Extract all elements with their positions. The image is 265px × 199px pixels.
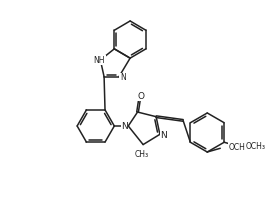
Text: OMe: OMe [229, 143, 246, 152]
Text: CH₃: CH₃ [134, 150, 148, 159]
Text: NH: NH [94, 56, 105, 64]
Text: OCH₃: OCH₃ [246, 142, 265, 151]
Text: N: N [121, 122, 128, 131]
Text: O: O [138, 92, 145, 101]
Text: N: N [160, 131, 167, 140]
Text: OMe: OMe [246, 142, 263, 151]
Text: OCH₃: OCH₃ [229, 143, 249, 152]
Text: N: N [120, 73, 126, 82]
